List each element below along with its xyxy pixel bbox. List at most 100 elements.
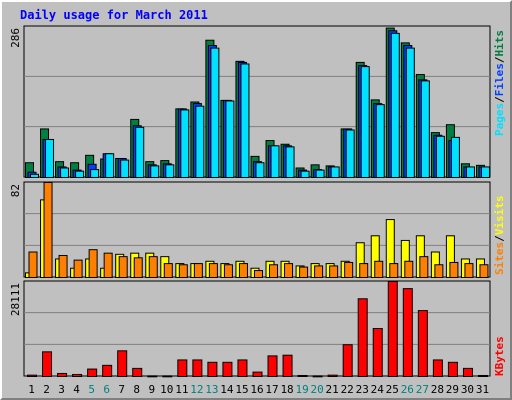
- bar-pages-day-6: [105, 153, 115, 178]
- day-label-17: 17: [265, 383, 278, 396]
- day-label-30: 30: [461, 383, 474, 396]
- bar-pages-day-31: [480, 166, 490, 179]
- day-label-11: 11: [175, 383, 188, 396]
- bar-kbytes-day-20: [312, 375, 323, 378]
- day-label-13: 13: [205, 383, 218, 396]
- bar-kbytes-day-30: [462, 367, 473, 377]
- bar-sites-day-6: [103, 252, 113, 278]
- bar-pages-day-20: [315, 169, 325, 179]
- day-label-1: 1: [28, 383, 35, 396]
- legend-sites: Sites: [493, 242, 506, 275]
- bar-sites-day-11: [178, 264, 188, 279]
- bar-pages-day-12: [195, 105, 205, 178]
- bar-kbytes-day-18: [282, 354, 293, 378]
- bar-pages-day-10: [165, 164, 175, 179]
- bar-kbytes-day-9: [147, 375, 158, 378]
- day-label-23: 23: [356, 383, 369, 396]
- bar-pages-day-1: [30, 173, 39, 179]
- bar-sites-day-13: [208, 263, 218, 279]
- bar-kbytes-day-22: [342, 344, 353, 377]
- bar-pages-day-30: [465, 166, 475, 179]
- day-label-22: 22: [341, 383, 354, 396]
- day-label-19: 19: [295, 383, 308, 396]
- bar-kbytes-day-5: [87, 368, 98, 377]
- bar-pages-day-28: [435, 135, 445, 178]
- bar-sites-day-9: [148, 256, 158, 278]
- bar-sites-day-17: [269, 264, 279, 279]
- day-label-31: 31: [476, 383, 489, 396]
- bar-sites-day-14: [223, 264, 233, 279]
- day-label-7: 7: [118, 383, 125, 396]
- day-label-21: 21: [326, 383, 339, 396]
- bar-sites-day-24: [374, 260, 384, 278]
- bar-pages-day-14: [225, 100, 235, 178]
- bar-sites-day-15: [238, 263, 248, 279]
- bar-pages-day-3: [60, 167, 70, 179]
- bar-pages-day-25: [390, 32, 400, 179]
- day-label-10: 10: [160, 383, 173, 396]
- bar-kbytes-day-12: [192, 359, 203, 377]
- bar-sites-day-25: [389, 263, 399, 279]
- day-label-14: 14: [220, 383, 234, 396]
- bar-sites-day-28: [434, 264, 444, 279]
- bar-kbytes-day-31: [477, 374, 488, 378]
- bar-pages-day-26: [405, 47, 415, 179]
- day-label-4: 4: [73, 383, 80, 396]
- bar-kbytes-day-29: [447, 361, 458, 378]
- bar-sites-day-23: [359, 263, 369, 279]
- bar-sites-day-8: [133, 257, 143, 278]
- bar-pages-day-19: [300, 170, 310, 179]
- bar-kbytes-day-23: [357, 298, 368, 378]
- bar-sites-day-4: [73, 259, 83, 278]
- bar-kbytes-day-13: [207, 361, 218, 378]
- bar-pages-day-22: [345, 129, 355, 178]
- bar-pages-day-15: [240, 63, 250, 178]
- bar-pages-day-21: [330, 166, 340, 179]
- bar-kbytes-day-14: [222, 361, 233, 378]
- bar-kbytes-day-10: [162, 375, 173, 378]
- bar-sites-day-12: [193, 263, 203, 279]
- bar-kbytes-day-28: [432, 359, 443, 377]
- bar-kbytes-day-4: [72, 373, 83, 377]
- middle-panel-ymax-label: 82: [9, 184, 22, 197]
- bar-sites-day-16: [253, 270, 263, 278]
- day-label-15: 15: [235, 383, 248, 396]
- bar-sites-day-2: [43, 182, 53, 278]
- day-label-28: 28: [431, 383, 444, 396]
- bar-pages-day-11: [180, 109, 190, 178]
- bar-kbytes-day-26: [402, 288, 413, 377]
- day-label-9: 9: [148, 383, 155, 396]
- legend-separator: /: [493, 235, 506, 242]
- bar-kbytes-day-17: [267, 355, 278, 377]
- bar-sites-day-19: [299, 266, 309, 279]
- bar-sites-day-1: [28, 251, 38, 278]
- legend-separator: /: [493, 56, 506, 63]
- bar-sites-day-7: [118, 256, 128, 278]
- bar-sites-day-3: [58, 254, 68, 279]
- bar-pages-day-24: [375, 104, 385, 178]
- bar-kbytes-day-6: [102, 364, 113, 377]
- bar-pages-day-18: [285, 146, 295, 179]
- day-label-3: 3: [58, 383, 65, 396]
- bar-pages-day-7: [120, 159, 130, 178]
- chart-title: Daily usage for March 2011: [20, 8, 208, 22]
- bar-pages-day-4: [75, 170, 85, 179]
- bar-pages-day-9: [150, 165, 160, 178]
- legend-separator: /: [493, 96, 506, 103]
- day-label-24: 24: [371, 383, 385, 396]
- bar-pages-day-2: [45, 138, 55, 178]
- bar-kbytes-day-24: [372, 328, 383, 377]
- bar-kbytes-day-1: [27, 374, 37, 378]
- legend-kbytes: KBytes: [493, 336, 506, 376]
- bar-pages-day-23: [360, 66, 370, 178]
- legend-hits: Hits: [493, 30, 506, 57]
- bar-sites-day-29: [449, 261, 459, 279]
- bar-kbytes-day-11: [177, 359, 188, 377]
- bar-kbytes-day-16: [252, 371, 263, 377]
- day-label-20: 20: [311, 383, 324, 396]
- bar-pages-day-16: [255, 162, 265, 178]
- bar-kbytes-day-25: [387, 281, 398, 377]
- bottom-legend: KBytes: [493, 336, 506, 376]
- bar-kbytes-day-27: [417, 310, 428, 377]
